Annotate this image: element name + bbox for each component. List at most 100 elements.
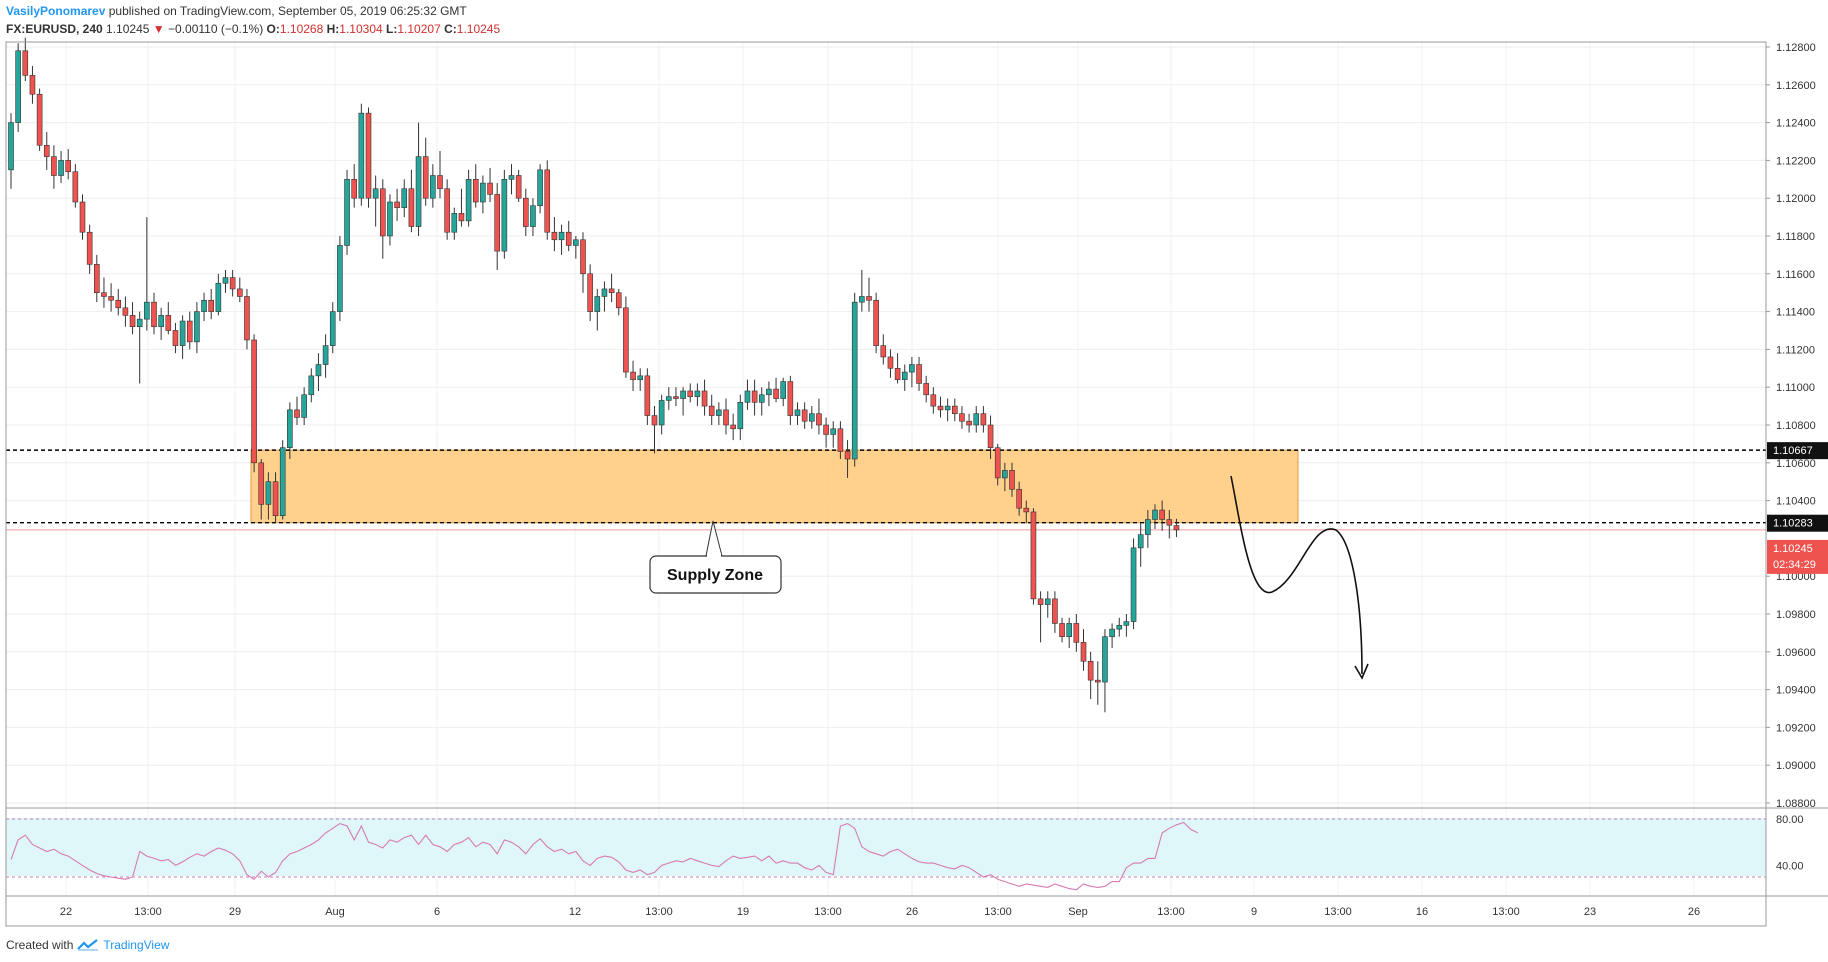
bear-candle-body	[165, 315, 172, 331]
bull-candle-body	[830, 428, 837, 435]
bear-candle-body	[437, 175, 443, 190]
price-tick-label: 1.12800	[1776, 42, 1816, 54]
candle	[637, 368, 644, 391]
candle	[1116, 617, 1123, 637]
candle	[129, 302, 136, 335]
bull-candle-body	[1137, 534, 1144, 549]
candle	[394, 188, 400, 221]
candle	[315, 353, 322, 391]
candle	[244, 288, 250, 350]
candle	[608, 273, 615, 303]
bear-candle-body	[365, 112, 372, 199]
bull-candle-body	[144, 301, 150, 320]
bear-candle-body	[923, 383, 930, 396]
candle	[158, 307, 164, 340]
candle	[751, 379, 758, 416]
bull-candle-body	[1102, 636, 1108, 683]
candle	[1173, 518, 1180, 538]
low-label: L:	[386, 22, 398, 36]
candle	[229, 270, 236, 297]
author-link[interactable]: VasilyPonomarev	[6, 4, 106, 18]
bear-candle-body	[294, 409, 300, 418]
bull-candle-body	[1109, 628, 1115, 637]
price-tick-label: 1.08800	[1776, 798, 1816, 810]
candle	[1052, 591, 1058, 633]
time-tick-label: 16	[1416, 906, 1428, 918]
bear-candle-body	[544, 169, 551, 233]
bear-candle-body	[1159, 509, 1165, 520]
bear-candle-body	[987, 424, 994, 448]
bear-candle-body	[1037, 598, 1044, 605]
bear-candle-body	[229, 277, 236, 290]
ohlc-line: FX:EURUSD, 240 1.10245 ▼ −0.00110 (−0.1%…	[6, 22, 500, 40]
bull-candle-body	[465, 179, 472, 222]
candle	[208, 288, 214, 320]
candle	[680, 387, 686, 416]
candle	[501, 169, 508, 259]
bear-candle-body	[237, 288, 243, 297]
bear-candle-body	[408, 188, 415, 227]
price-tick-label: 1.11200	[1776, 344, 1815, 356]
bear-candle-body	[186, 320, 193, 343]
candle	[1130, 538, 1137, 630]
time-tick-label: 13:00	[1157, 906, 1185, 918]
bear-candle-body	[1052, 598, 1058, 624]
candle	[101, 277, 107, 308]
candle	[694, 383, 701, 407]
candle	[115, 288, 122, 316]
candle	[644, 368, 651, 425]
candle	[258, 459, 265, 520]
bear-candle-body	[29, 75, 36, 95]
tradingview-link[interactable]: TradingView	[103, 938, 170, 952]
candle	[1123, 614, 1130, 637]
candle	[615, 288, 622, 316]
candle	[565, 220, 572, 252]
symbol-label[interactable]: FX:EURUSD, 240	[6, 22, 103, 36]
candle	[430, 164, 436, 208]
price-change: −0.00110 (−0.1%)	[168, 22, 264, 36]
candle	[758, 387, 765, 416]
chart-frame	[5, 41, 1767, 927]
rsi-pane	[6, 818, 1766, 891]
supply-zone-callout[interactable]: Supply Zone	[649, 520, 782, 594]
candle	[480, 175, 486, 214]
projection-arrow	[1230, 475, 1363, 675]
candle	[379, 179, 386, 259]
candle	[401, 179, 408, 218]
bear-candle-body	[43, 144, 50, 157]
bear-candle-body	[1073, 623, 1080, 643]
bear-candle-body	[65, 160, 71, 173]
bull-candle-body	[594, 296, 601, 312]
candle	[1145, 510, 1151, 548]
last-price-tag	[1767, 539, 1828, 574]
bear-candle-body	[930, 394, 937, 407]
price-tick-label: 1.10600	[1776, 458, 1816, 470]
candle	[944, 398, 951, 422]
price-tick-label: 1.11800	[1776, 231, 1815, 243]
bear-candle-body	[608, 288, 615, 294]
created-with-text: Created with	[6, 938, 74, 952]
time-tick-label: 23	[1584, 906, 1596, 918]
bull-candle-body	[944, 405, 951, 411]
bear-candle-body	[587, 273, 593, 312]
bear-candle-body	[673, 396, 679, 399]
time-tick-label: 13:00	[1492, 906, 1520, 918]
candle	[601, 281, 608, 312]
open-value: 1.10268	[279, 22, 324, 36]
bull-candle-body	[1002, 470, 1008, 479]
candle	[372, 175, 379, 227]
candle	[194, 302, 200, 354]
candle	[716, 402, 722, 425]
candle	[415, 122, 422, 236]
candle	[830, 421, 837, 448]
rsi-tick-label: 40.00	[1776, 860, 1804, 872]
bear-candle-body	[108, 296, 114, 301]
candle	[701, 379, 708, 416]
candle	[79, 194, 86, 240]
candle	[522, 188, 529, 236]
candle	[51, 145, 57, 189]
candle	[544, 160, 551, 240]
candle	[587, 264, 593, 322]
candle	[937, 396, 944, 418]
